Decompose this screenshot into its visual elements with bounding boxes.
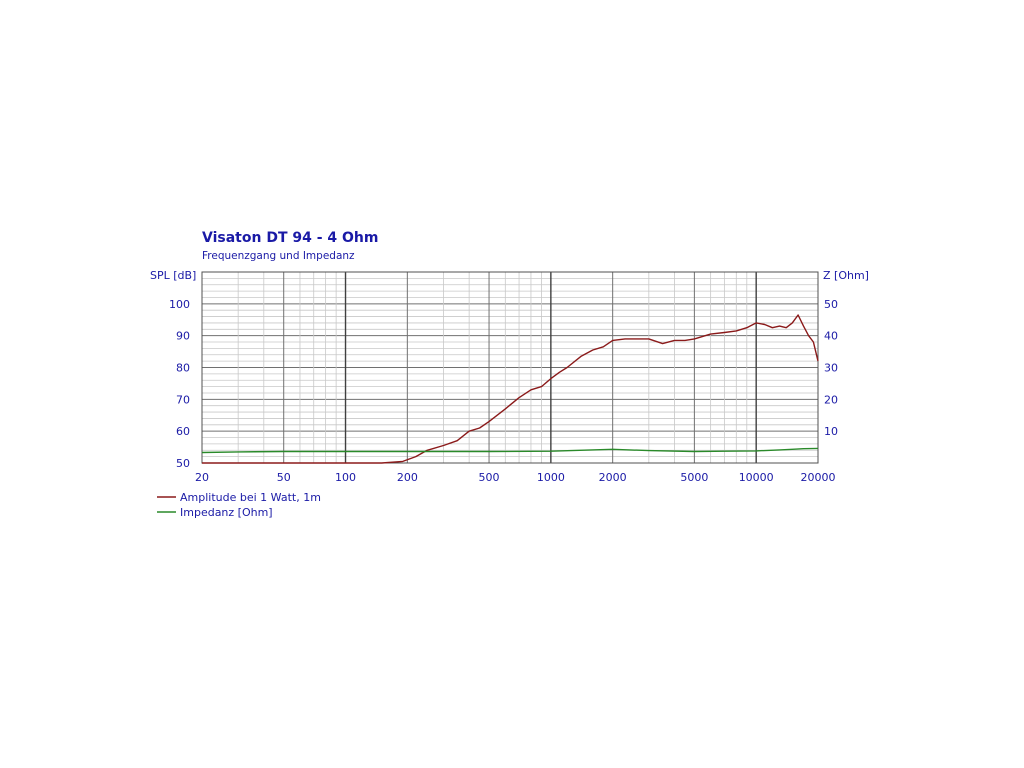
plot-frame [201, 271, 819, 464]
tick-labels: 20 50 100 200 500 1000 2000 5000 10000 20000 50 60 7… [169, 298, 838, 484]
x-tick-label: 200 [397, 471, 418, 484]
x-tick-label: 1000 [537, 471, 565, 484]
x-tick-label: 2000 [599, 471, 627, 484]
y-right-axis-label: Z [Ohm] [823, 269, 869, 282]
y-left-tick-label: 70 [176, 393, 190, 406]
series-line-amplitude [202, 314, 819, 464]
series-layer [201, 314, 819, 464]
legend-label-impedance: Impedanz [Ohm] [180, 506, 273, 519]
y-left-axis-label: SPL [dB] [150, 269, 196, 282]
x-tick-label: 100 [335, 471, 356, 484]
y-left-tick-label: 100 [169, 298, 190, 311]
y-left-tick-label: 90 [176, 330, 190, 343]
x-tick-label: 10000 [739, 471, 774, 484]
legend-label-amplitude: Amplitude bei 1 Watt, 1m [180, 491, 321, 504]
y-left-tick-label: 80 [176, 362, 190, 375]
x-tick-label: 50 [277, 471, 291, 484]
x-tick-label: 20 [195, 471, 209, 484]
chart-subtitle: Frequenzgang und Impedanz [202, 250, 355, 262]
x-tick-label: 5000 [680, 471, 708, 484]
y-left-tick-label: 60 [176, 425, 190, 438]
y-right-tick-label: 20 [824, 393, 838, 406]
x-tick-label: 20000 [801, 471, 836, 484]
y-right-tick-label: 50 [824, 298, 838, 311]
chart-title: Visaton DT 94 - 4 Ohm [202, 230, 378, 246]
series-line-impedance [201, 447, 819, 454]
legend: Amplitude bei 1 Watt, 1m Impedanz [Ohm] [157, 491, 321, 519]
y-right-tick-label: 40 [824, 330, 838, 343]
y-right-tick-label: 30 [824, 362, 838, 375]
grid [202, 272, 818, 463]
x-tick-label: 500 [479, 471, 500, 484]
y-left-tick-label: 50 [176, 457, 190, 470]
y-right-tick-label: 10 [824, 425, 838, 438]
